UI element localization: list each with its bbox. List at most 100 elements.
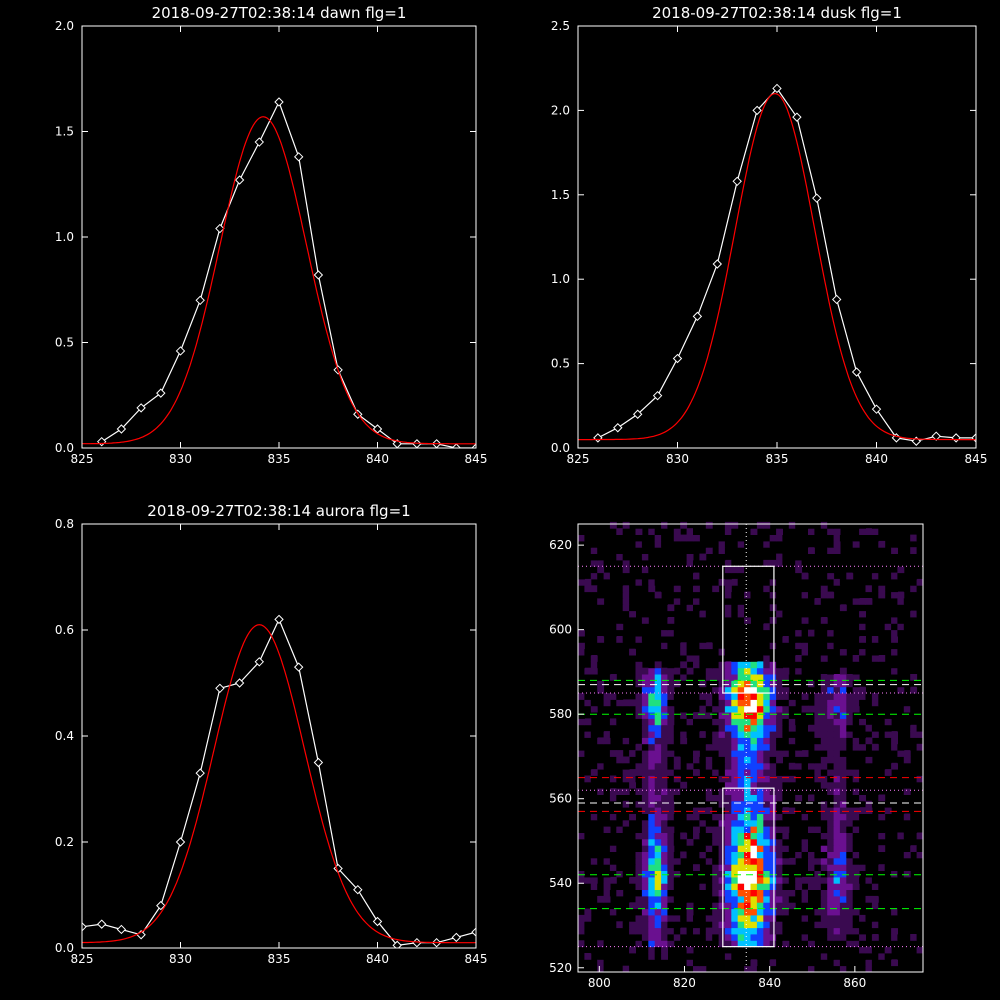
heatmap-cell [891, 921, 898, 929]
heatmap-cell [654, 775, 662, 783]
heatmap-cell [852, 769, 860, 776]
heatmap-cell [833, 870, 841, 878]
heatmap-cell [724, 845, 732, 852]
data-point [412, 937, 422, 948]
heatmap-cell [801, 876, 809, 884]
heatmap-cell [763, 908, 771, 916]
heatmap-cell [641, 895, 649, 903]
heatmap-cell [897, 965, 905, 973]
heatmap-cell [744, 902, 751, 910]
heatmap-cell [878, 762, 886, 770]
heatmap-cell [654, 927, 662, 935]
heatmap-cell [731, 921, 739, 929]
heatmap-cell [846, 851, 854, 859]
heatmap-cell [776, 813, 783, 821]
heatmap-cell [769, 655, 777, 662]
heatmap-cell [661, 521, 668, 529]
heatmap-cell [827, 902, 835, 910]
heatmap-cell [648, 832, 656, 840]
heatmap-cell [782, 636, 790, 643]
heatmap-cell [680, 617, 688, 624]
heatmap-cell [846, 946, 854, 954]
heatmap-cell [712, 585, 720, 593]
heatmap-cell [654, 743, 662, 751]
heatmap-cell [903, 636, 911, 643]
heatmap-cell [878, 629, 886, 637]
heatmap-cell [776, 889, 783, 897]
heatmap-cell [884, 807, 892, 814]
heatmap-cell [916, 604, 924, 612]
heatmap-cell [852, 750, 860, 757]
heatmap-cell [578, 813, 585, 821]
heatmap-cell [891, 794, 898, 802]
heatmap-cell [616, 883, 624, 890]
heatmap-cell [814, 743, 822, 751]
heatmap-cell [648, 895, 656, 903]
heatmap-cell [616, 845, 624, 852]
heatmap-cell [769, 921, 777, 929]
heatmap-cell [801, 731, 809, 738]
heatmap-cell [699, 572, 707, 580]
heatmap-cell [903, 914, 911, 922]
heatmap-cell [686, 705, 694, 713]
heatmap-cell [654, 800, 662, 808]
heatmap-cell [782, 889, 790, 897]
heatmap-cell [916, 705, 924, 713]
heatmap-cell [737, 566, 745, 574]
heatmap-cell [839, 693, 847, 700]
data-point [96, 436, 107, 447]
heatmap-cell [852, 864, 860, 871]
heatmap-cell [584, 648, 592, 656]
heatmap-cell [673, 813, 681, 821]
heatmap-cell [801, 610, 809, 618]
heatmap-cell [609, 534, 617, 542]
heatmap-cell [635, 629, 643, 637]
heatmap-cell [878, 870, 886, 878]
heatmap-cell [641, 807, 649, 814]
heatmap-cell [737, 788, 745, 795]
heatmap-cell [693, 851, 700, 859]
heatmap-cell [584, 680, 592, 688]
heatmap-cell [776, 578, 783, 586]
heatmap-cell [731, 578, 739, 586]
heatmap-cell [584, 832, 592, 840]
heatmap-cell [769, 718, 777, 726]
heatmap-cell [724, 667, 732, 675]
heatmap-cell [846, 775, 854, 783]
heatmap-cell [597, 598, 605, 605]
heatmap-cell [859, 623, 866, 631]
heatmap-cell [903, 750, 911, 757]
heatmap-cell [661, 553, 668, 561]
heatmap-cell [699, 946, 707, 954]
heatmap-cell [769, 902, 777, 910]
heatmap-cell [859, 788, 866, 795]
heatmap-cell [616, 794, 624, 802]
heatmap-cell [814, 845, 822, 852]
heatmap-cell [597, 883, 605, 890]
heatmap-cell [667, 807, 675, 814]
heatmap-cell [661, 845, 668, 852]
heatmap-cell [744, 686, 751, 694]
heatmap-cell [795, 686, 803, 694]
heatmap-cell [635, 642, 643, 650]
heatmap-cell [852, 737, 860, 745]
heatmap-cell [769, 781, 777, 789]
heatmap-cell [686, 927, 694, 935]
heatmap-cell [590, 705, 598, 713]
heatmap-cell [846, 705, 854, 713]
heatmap-cell [648, 788, 656, 795]
heatmap-cell [680, 737, 688, 745]
heatmap-cell [673, 528, 681, 535]
heatmap-cell [616, 775, 624, 783]
heatmap-cell [814, 819, 822, 827]
heatmap-cell [827, 559, 835, 567]
heatmap-cell [705, 648, 713, 656]
heatmap-cell [667, 914, 675, 922]
heatmap-cell [808, 769, 815, 776]
heatmap-cell [852, 718, 860, 726]
heatmap-cell [788, 699, 796, 707]
heatmap-cell [654, 591, 662, 599]
heatmap-cell [622, 788, 630, 795]
heatmap-cell [769, 578, 777, 586]
heatmap-cell [756, 617, 764, 624]
